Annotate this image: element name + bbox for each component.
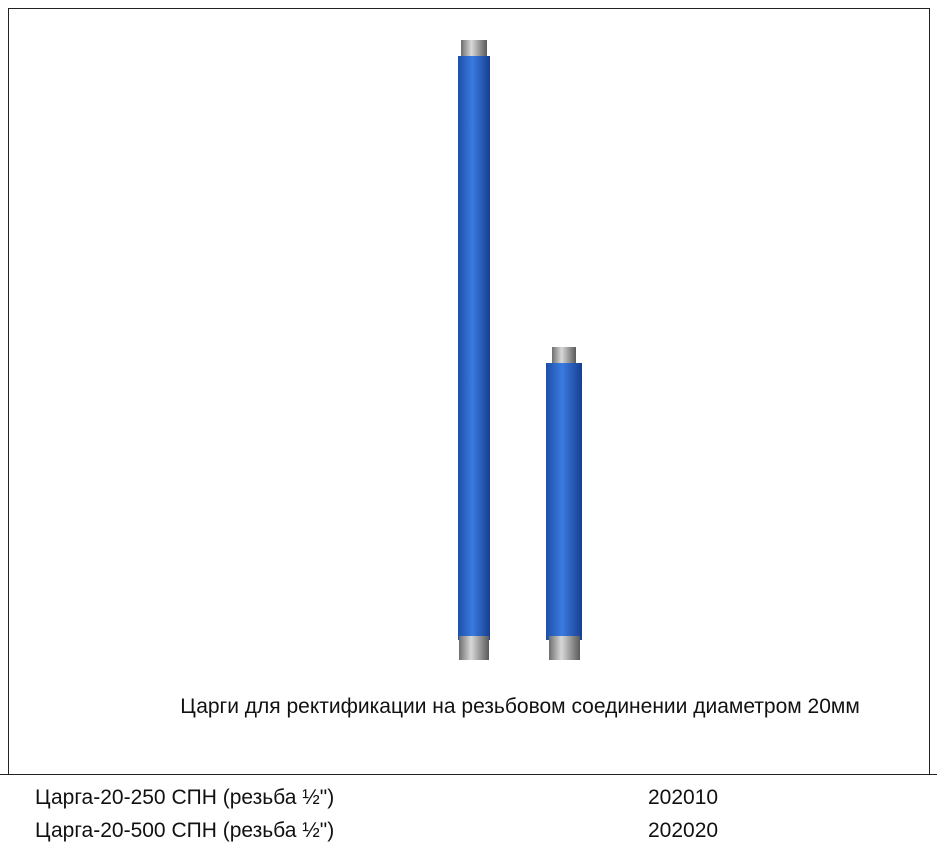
product-name: Царга-20-500 СПН (резьба ½"): [35, 819, 335, 842]
product-code: 202010: [648, 786, 719, 809]
long-pipe: [458, 40, 490, 660]
caption: Царги для ректификации на резьбовом соед…: [180, 695, 860, 718]
product-name: Царга-20-250 СПН (резьба ½"): [35, 786, 335, 809]
table-row: Царга-20-250 СПН (резьба ½") 202010: [0, 781, 937, 814]
divider: [0, 774, 937, 775]
product-photo: [458, 40, 582, 660]
frame: [8, 8, 930, 774]
table-row: Царга-20-500 СПН (резьба ½") 202020: [0, 814, 937, 847]
product-code: 202020: [648, 819, 719, 842]
short-pipe: [546, 347, 582, 660]
